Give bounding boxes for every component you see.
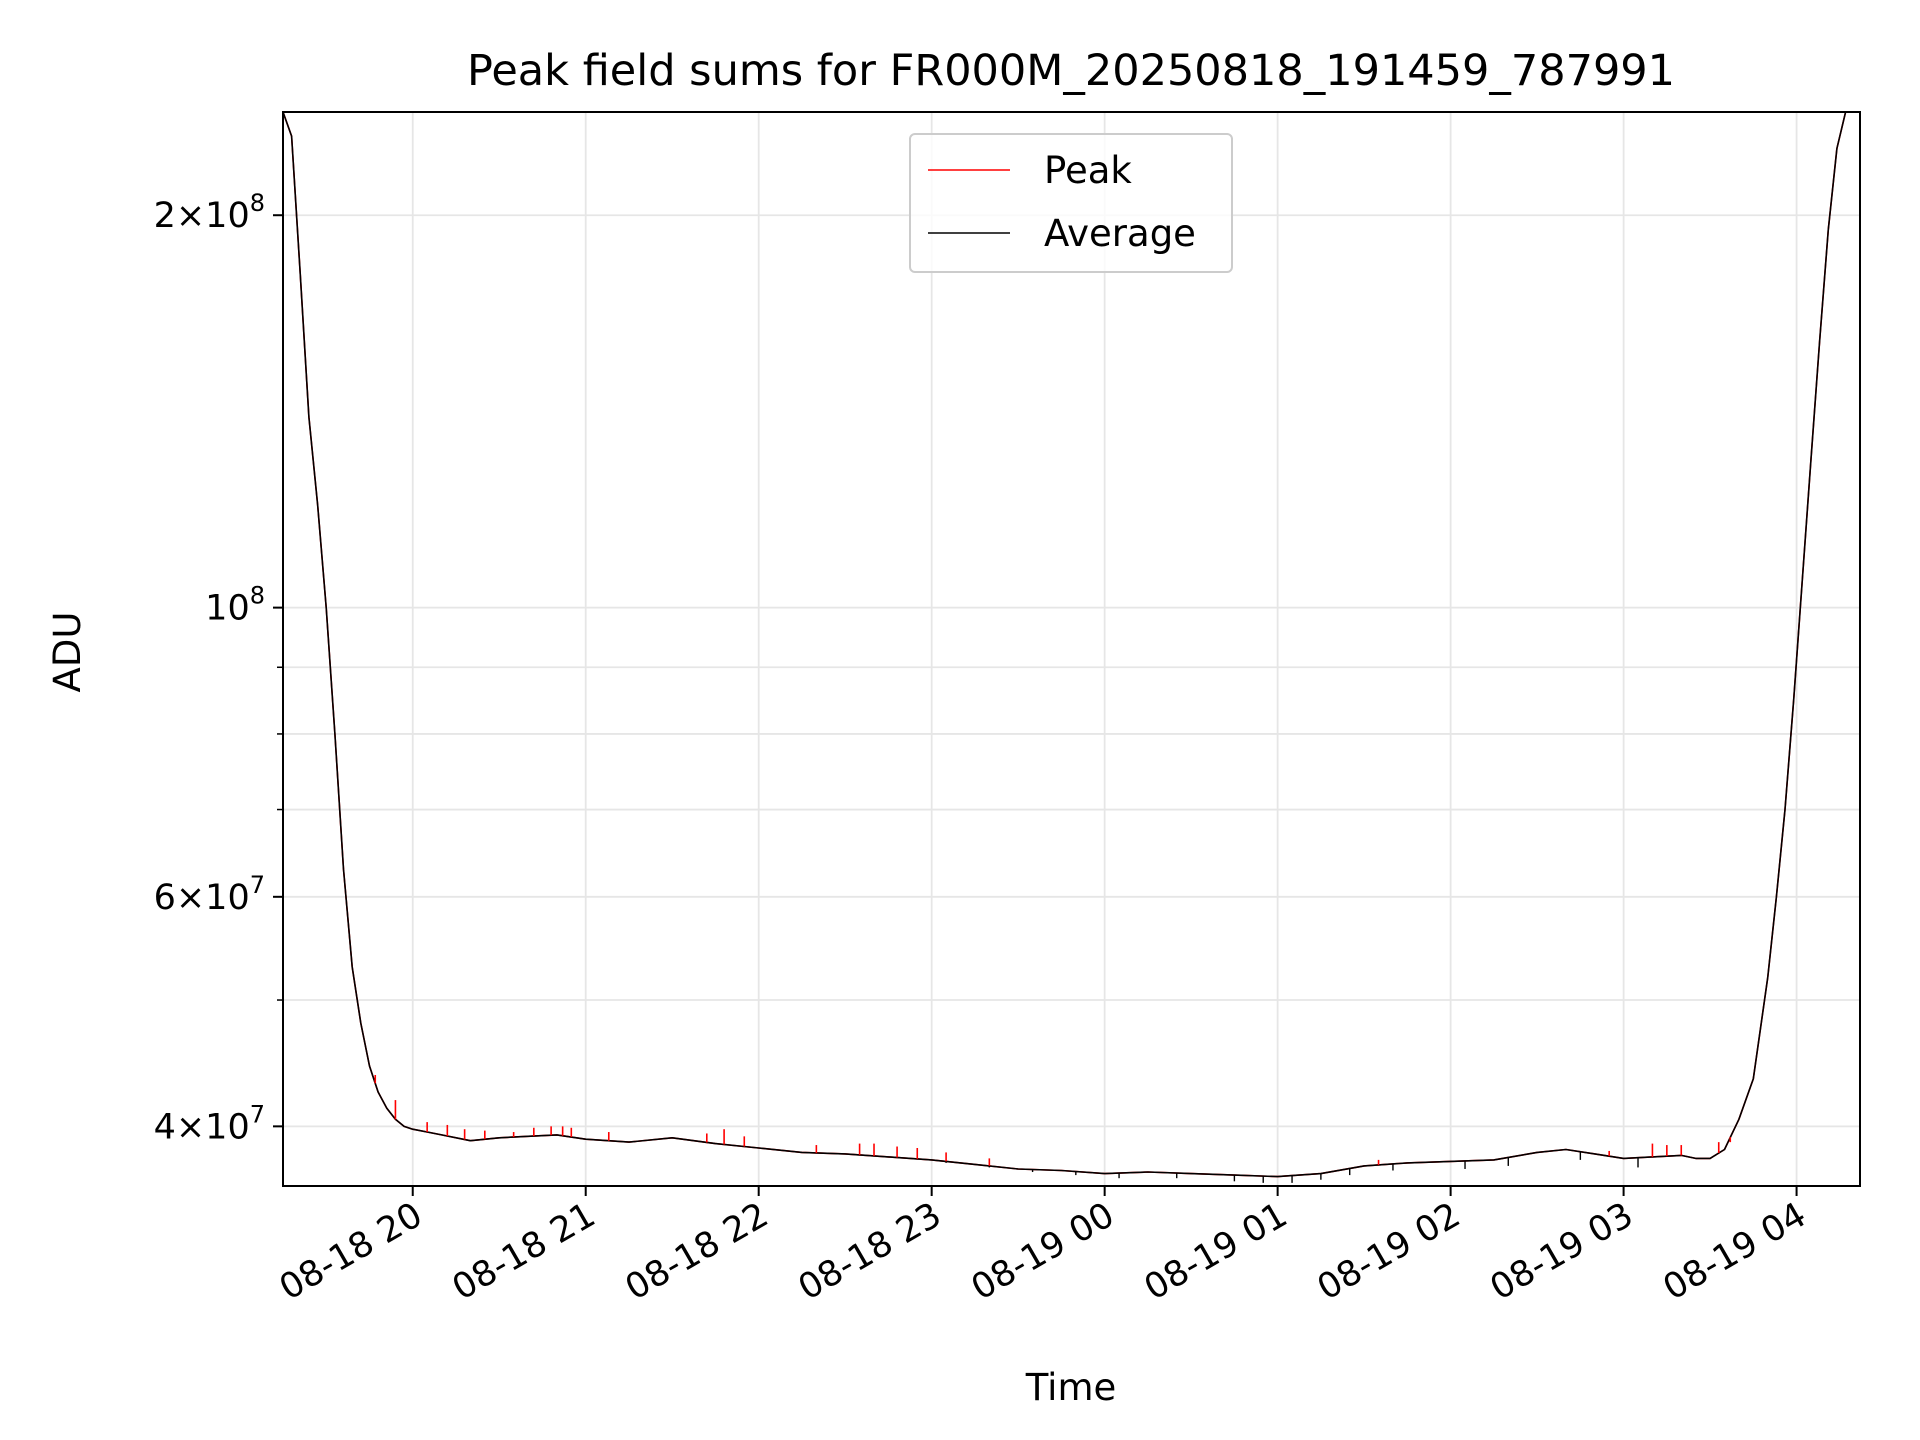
y-tick-label: 4×107: [154, 1100, 265, 1147]
legend-box: [909, 133, 1233, 273]
y-tick-label: 2×108: [154, 189, 265, 236]
series-layer: [283, 112, 1860, 1183]
plot-frame: [282, 111, 1861, 1187]
legend-peak-label: Peak: [1044, 149, 1132, 192]
chart-title: Peak field sums for FR000M_20250818_1914…: [467, 46, 1675, 96]
series-line-average: [283, 112, 1860, 1178]
legend: Peak Average: [909, 133, 1233, 273]
y-tick-label: 6×107: [154, 871, 265, 918]
grid: [283, 112, 1860, 1186]
y-axis-label: ADU: [46, 612, 89, 693]
legend-average-label: Average: [1044, 212, 1196, 255]
x-axis-label: Time: [1025, 1366, 1117, 1409]
y-tick-label: 108: [205, 582, 265, 629]
